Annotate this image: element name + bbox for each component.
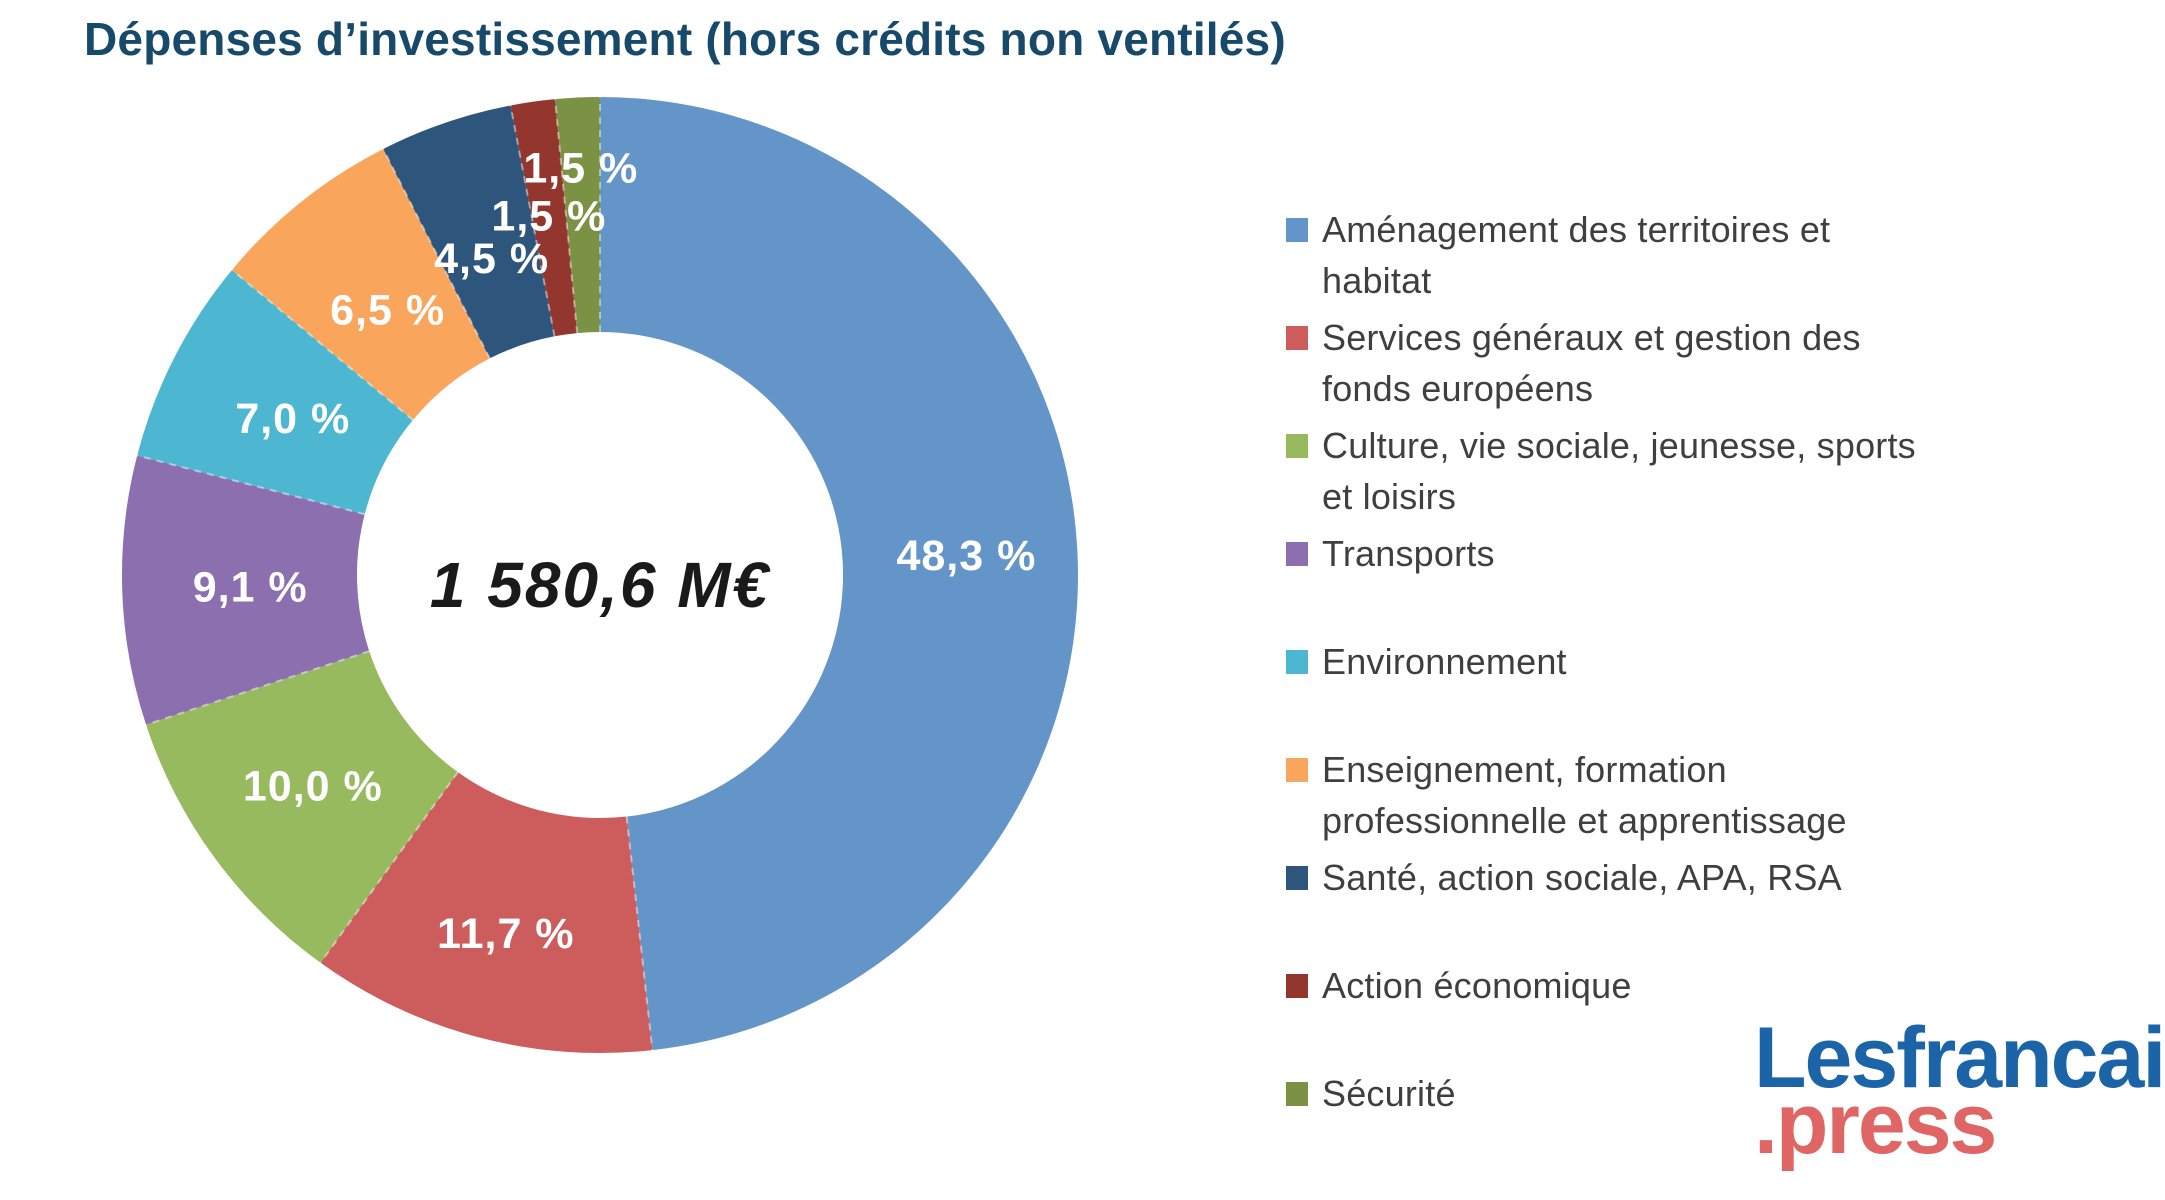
legend-item-label: Environnement bbox=[1322, 641, 1567, 682]
slice-separator-2 bbox=[319, 771, 459, 964]
pie-slice-6 bbox=[383, 105, 555, 359]
pie-slice-8 bbox=[555, 97, 600, 334]
chart-legend: Aménagement des territoires et habitat Ser… bbox=[1286, 204, 2006, 1176]
pie-slice-1 bbox=[320, 772, 653, 1054]
lesfrancais-press-logo: Lesfrancais .press bbox=[1754, 1010, 2165, 1172]
legend-color-swatch-0 bbox=[1286, 218, 1308, 242]
logo-press-text: .press bbox=[1754, 1076, 1997, 1172]
logo-lesfrancais-text: Lesfrancais bbox=[1754, 1010, 2165, 1106]
slice-separator-1 bbox=[625, 816, 654, 1051]
legend-color-swatch-6 bbox=[1286, 866, 1308, 890]
legend-color-swatch-7 bbox=[1286, 974, 1308, 998]
legend-item-label: Services généraux et gestion des bbox=[1322, 317, 1861, 358]
slice-percent-label-0: 48,3 % bbox=[896, 532, 1036, 580]
slice-separator-6 bbox=[382, 148, 491, 359]
slice-percent-label-4: 7,0 % bbox=[235, 395, 350, 443]
legend-item-5: Enseignement, formation professionnelle e… bbox=[1286, 744, 2006, 852]
legend-item-label: habitat bbox=[1322, 260, 1432, 301]
slice-percent-label-5: 6,5 % bbox=[330, 287, 445, 335]
legend-item-8: Sécurité bbox=[1286, 1068, 2006, 1176]
legend-item-label: Culture, vie sociale, jeunesse, sports bbox=[1322, 425, 1916, 466]
legend-color-swatch-3 bbox=[1286, 542, 1308, 566]
legend-item-label: Transports bbox=[1322, 533, 1495, 574]
donut-center-label: 1 580,6 M€ bbox=[430, 549, 771, 621]
pie-slice-3 bbox=[121, 455, 370, 725]
legend-color-swatch-2 bbox=[1286, 434, 1308, 458]
slice-percent-label-1: 11,7 % bbox=[437, 910, 575, 958]
pie-slice-4 bbox=[137, 269, 413, 515]
legend-item-1: Services généraux et gestion des fonds eu… bbox=[1286, 312, 2006, 420]
legend-color-swatch-1 bbox=[1286, 326, 1308, 350]
slice-separator-7 bbox=[509, 105, 556, 337]
legend-item-4: Environnement bbox=[1286, 636, 2006, 744]
slice-percent-label-3: 9,1 % bbox=[193, 564, 308, 612]
slice-separator-4 bbox=[136, 454, 365, 516]
pie-slice-5 bbox=[231, 149, 490, 420]
slice-separator-3 bbox=[145, 650, 370, 726]
legend-item-label: Sécurité bbox=[1322, 1073, 1456, 1114]
slice-percent-label-2: 10,0 % bbox=[243, 762, 383, 810]
legend-item-label: professionnelle et apprentissage bbox=[1322, 800, 1847, 841]
slice-separator-5 bbox=[231, 269, 414, 421]
legend-item-label: Action économique bbox=[1322, 965, 1632, 1006]
pie-slice-2 bbox=[146, 651, 458, 963]
legend-item-7: Action économique bbox=[1286, 960, 2006, 1068]
legend-item-0: Aménagement des territoires et habitat bbox=[1286, 204, 2006, 312]
pie-slice-7 bbox=[510, 99, 578, 337]
legend-item-label: Enseignement, formation bbox=[1322, 749, 1727, 790]
slice-percent-label-7: 1,5 % bbox=[491, 193, 606, 241]
legend-item-label: Santé, action sociale, APA, RSA bbox=[1322, 857, 1842, 898]
legend-item-label: fonds européens bbox=[1322, 368, 1594, 409]
slice-percent-label-8: 1,5 % bbox=[523, 145, 638, 193]
slice-separators bbox=[136, 97, 654, 1051]
legend-item-label: Aménagement des territoires et bbox=[1322, 209, 1831, 250]
legend-color-swatch-5 bbox=[1286, 758, 1308, 782]
slice-separator-8 bbox=[554, 99, 579, 334]
legend-item-label: et loisirs bbox=[1322, 476, 1457, 517]
pie-slice-0 bbox=[600, 97, 1079, 1051]
legend-color-swatch-4 bbox=[1286, 650, 1308, 674]
legend-item-2: Culture, vie sociale, jeunesse, sports et… bbox=[1286, 420, 2006, 528]
legend-color-swatch-8 bbox=[1286, 1082, 1308, 1106]
slice-percent-labels: 48,3 %11,7 %10,0 %9,1 %7,0 %6,5 %4,5 %1,… bbox=[193, 145, 1036, 958]
page-title: Dépenses d’investissement (hors crédits … bbox=[84, 13, 1286, 65]
legend-item-6: Santé, action sociale, APA, RSA bbox=[1286, 852, 2006, 960]
slice-percent-label-6: 4,5 % bbox=[434, 235, 549, 283]
legend-item-3: Transports bbox=[1286, 528, 2006, 636]
donut-slices bbox=[121, 97, 1079, 1054]
